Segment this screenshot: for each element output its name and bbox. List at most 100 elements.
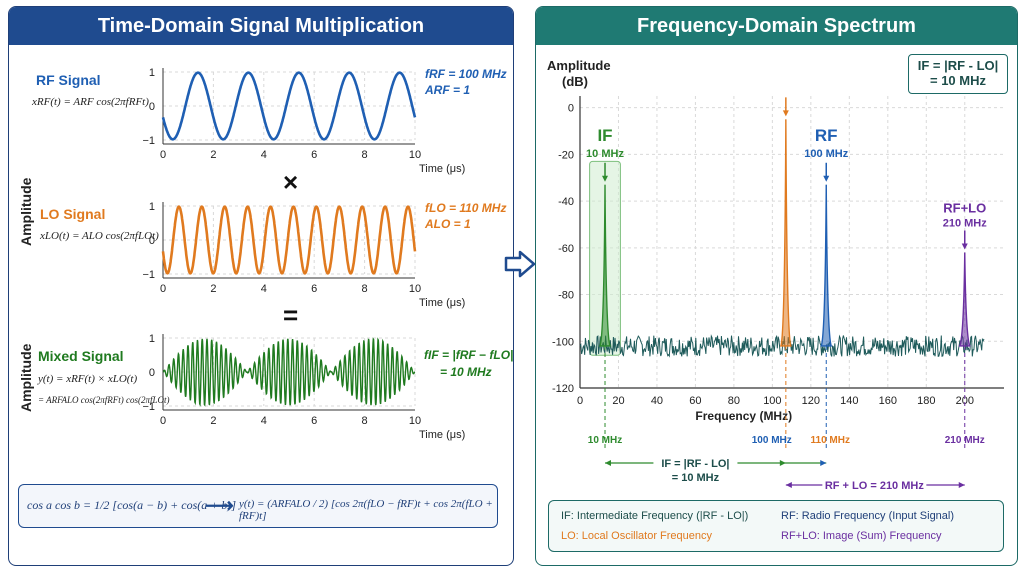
y-tick-label: -120 bbox=[552, 383, 574, 395]
trig-identity: cos a cos b = 1/2 [cos(a − b) + cos(a + … bbox=[27, 498, 237, 512]
y-tick-label: −1 bbox=[142, 269, 155, 281]
x-axis-label: Frequency (MHz) bbox=[695, 409, 792, 423]
legend-rf-lo: RF+LO: Image (Sum) Frequency bbox=[781, 530, 942, 542]
multiply-symbol: × bbox=[283, 167, 299, 197]
peak-arrow-head bbox=[782, 110, 789, 117]
time-domain-panel: Time-Domain Signal Multiplication bbox=[8, 6, 514, 566]
right-arrow-icon bbox=[504, 250, 536, 278]
y-tick-label: -60 bbox=[558, 243, 574, 255]
x-tick-label: 180 bbox=[917, 395, 935, 407]
peak-freq-0: 10 MHz bbox=[586, 148, 624, 160]
frequency-domain-panel: Frequency-Domain Spectrum bbox=[535, 6, 1018, 566]
signal-curve bbox=[161, 205, 417, 275]
y-tick-label: −1 bbox=[142, 135, 155, 147]
x-tick-label: 8 bbox=[362, 149, 368, 161]
x-tick-label: 6 bbox=[311, 415, 317, 427]
label-bg bbox=[653, 455, 738, 468]
if-freq-label: fIF = |fRF − fLO| bbox=[424, 348, 514, 362]
peak-rf-lo bbox=[958, 252, 971, 347]
sum-span-label: RF + LO = 210 MHz bbox=[825, 480, 925, 492]
y-tick-label: -40 bbox=[558, 196, 574, 208]
if-span-arrow-right bbox=[779, 460, 786, 466]
x-tick-label: 4 bbox=[261, 415, 267, 427]
if-freq-value: = 10 MHz bbox=[440, 365, 492, 379]
y-tick-label: 1 bbox=[149, 201, 155, 213]
sum-span-arrow-right bbox=[958, 482, 965, 488]
y-tick-label: 1 bbox=[149, 333, 155, 345]
mixed-equation: y(t) = xRF(t) × xLO(t) bbox=[38, 373, 138, 385]
lo-equation: xLO(t) = ALO cos(2πfLOt) bbox=[40, 230, 159, 242]
y-tick-label: 1 bbox=[149, 67, 155, 79]
peak-lo bbox=[779, 119, 792, 347]
x-tick-label: 2 bbox=[210, 283, 216, 295]
x-tick-label: 100 bbox=[763, 395, 781, 407]
y-tick-label: −1 bbox=[142, 401, 155, 413]
peak-label-2: RF bbox=[815, 126, 838, 145]
if-formula-line2: = 10 MHz bbox=[930, 73, 986, 88]
x-tick-label: 0 bbox=[160, 149, 166, 161]
x-tick-label: 6 bbox=[311, 149, 317, 161]
legend-rf: RF: Radio Frequency (Input Signal) bbox=[781, 510, 955, 522]
x-axis-label: Time (μs) bbox=[419, 297, 465, 309]
frequency-domain-title: Frequency-Domain Spectrum bbox=[536, 7, 1017, 45]
lo-signal-title: LO Signal bbox=[40, 206, 106, 222]
x-tick-label: 200 bbox=[956, 395, 974, 407]
amplitude-axis-label-top: Amplitude bbox=[18, 177, 34, 246]
x-axis-label: Time (μs) bbox=[419, 163, 465, 175]
mixed-equation-expanded: = ARFALO cos(2πfRFt) cos(2πfLOt) bbox=[38, 395, 170, 405]
spectrum-y-label: Amplitude bbox=[547, 58, 611, 73]
bottom-marker-2: 110 MHz bbox=[811, 435, 850, 446]
x-tick-label: 6 bbox=[311, 283, 317, 295]
bottom-marker-1: 100 MHz bbox=[752, 435, 792, 446]
x-tick-label: 160 bbox=[879, 395, 897, 407]
mixed-signal-title: Mixed Signal bbox=[38, 348, 124, 364]
y-tick-label: 0 bbox=[568, 103, 574, 115]
x-tick-label: 4 bbox=[261, 283, 267, 295]
peak-rf bbox=[820, 184, 833, 347]
bottom-marker-3: 210 MHz bbox=[945, 435, 985, 446]
legend-lo: LO: Local Oscillator Frequency bbox=[561, 530, 713, 542]
arrow-icon: ⟶ bbox=[205, 495, 234, 517]
equals-symbol: = bbox=[283, 300, 299, 330]
spectrum-y-unit: (dB) bbox=[562, 74, 588, 89]
noise-floor bbox=[579, 334, 985, 358]
x-tick-label: 20 bbox=[612, 395, 624, 407]
legend-box: IF: Intermediate Frequency (|RF - LO|) R… bbox=[548, 500, 1004, 552]
rf-freq-label: fRF = 100 MHz bbox=[425, 67, 507, 81]
x-tick-label: 0 bbox=[160, 415, 166, 427]
y-tick-label: 0 bbox=[149, 101, 155, 113]
x-tick-label: 2 bbox=[210, 415, 216, 427]
sum-span-arrow-left bbox=[785, 482, 792, 488]
x-tick-label: 10 bbox=[409, 149, 421, 161]
peak-label-3: RF+LO bbox=[943, 201, 986, 216]
y-tick-label: 0 bbox=[149, 367, 155, 379]
x-tick-label: 120 bbox=[802, 395, 820, 407]
if-span-label2: = 10 MHz bbox=[672, 472, 720, 484]
peak-label-0: IF bbox=[597, 126, 612, 145]
x-tick-label: 2 bbox=[210, 149, 216, 161]
x-tick-label: 0 bbox=[577, 395, 583, 407]
signal-curve bbox=[161, 71, 417, 141]
rf-signal-title: RF Signal bbox=[36, 72, 101, 88]
lo-amp-label: ALO = 1 bbox=[425, 217, 471, 231]
label-bg bbox=[822, 477, 927, 491]
y-tick-label: 0 bbox=[149, 235, 155, 247]
time-domain-title: Time-Domain Signal Multiplication bbox=[9, 7, 513, 45]
if-formula-line1: IF = |RF - LO| bbox=[917, 58, 999, 73]
rf-equation: xRF(t) = ARF cos(2πfRFt) bbox=[32, 96, 149, 108]
peak-freq-2: 100 MHz bbox=[804, 148, 849, 160]
x-tick-label: 60 bbox=[689, 395, 701, 407]
x-axis-label: Time (μs) bbox=[419, 429, 465, 441]
x-tick-label: 8 bbox=[362, 415, 368, 427]
if-span-label1: IF = |RF - LO| bbox=[661, 458, 729, 470]
x-tick-label: 10 bbox=[409, 283, 421, 295]
peak-arrow-head bbox=[602, 175, 609, 182]
x-tick-label: 8 bbox=[362, 283, 368, 295]
if-formula-box: IF = |RF - LO| = 10 MHz bbox=[908, 54, 1008, 94]
x-tick-label: 4 bbox=[261, 149, 267, 161]
peak-arrow-head bbox=[823, 175, 830, 182]
if-span-arrow-left bbox=[605, 460, 612, 466]
y-tick-label: -80 bbox=[558, 290, 574, 302]
formula-box: cos a cos b = 1/2 [cos(a − b) + cos(a + … bbox=[18, 484, 498, 528]
